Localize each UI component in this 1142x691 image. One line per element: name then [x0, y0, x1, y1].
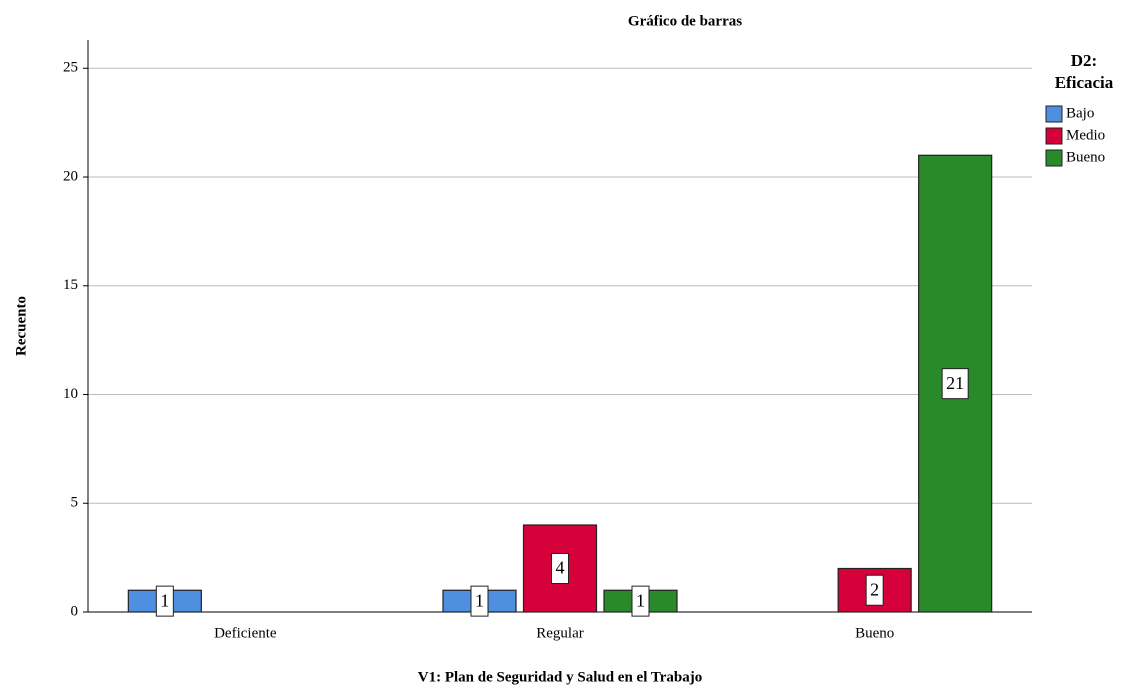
y-axis-label: Recuento: [13, 296, 29, 356]
legend-swatch: [1045, 127, 1063, 145]
data-label: 1: [636, 590, 645, 610]
legend-title: Eficacia: [1055, 73, 1114, 92]
legend-label: Medio: [1066, 127, 1105, 143]
x-tick-label: Bueno: [855, 625, 894, 641]
data-label-box: [551, 553, 569, 585]
y-tick-label: 5: [71, 495, 79, 511]
y-tick-label: 10: [63, 386, 78, 402]
y-tick-label: 15: [63, 277, 78, 293]
legend-swatch: [1045, 105, 1063, 123]
data-label: 2: [870, 579, 879, 599]
legend-label: Bajo: [1066, 105, 1094, 121]
chart-title: Gráfico de barras: [628, 13, 742, 29]
legend-label: Bueno: [1066, 149, 1105, 165]
y-tick-label: 25: [63, 60, 78, 76]
data-label-box: [865, 574, 884, 606]
legend-title: D2:: [1071, 51, 1097, 70]
data-label: 4: [556, 558, 565, 578]
y-tick-label: 0: [71, 603, 79, 619]
data-label: 21: [946, 373, 964, 393]
x-axis-label: V1: Plan de Seguridad y Salud en el Trab…: [418, 669, 703, 685]
y-tick-label: 20: [63, 168, 78, 184]
data-label-box: [631, 585, 650, 617]
data-label-box: [941, 368, 969, 400]
x-tick-label: Deficiente: [214, 625, 277, 641]
data-label: 1: [475, 590, 484, 610]
data-label: 1: [160, 590, 169, 610]
x-tick-label: Regular: [536, 625, 583, 641]
data-label-box: [155, 585, 174, 617]
data-label-box: [470, 585, 489, 617]
legend-swatch: [1045, 149, 1063, 167]
